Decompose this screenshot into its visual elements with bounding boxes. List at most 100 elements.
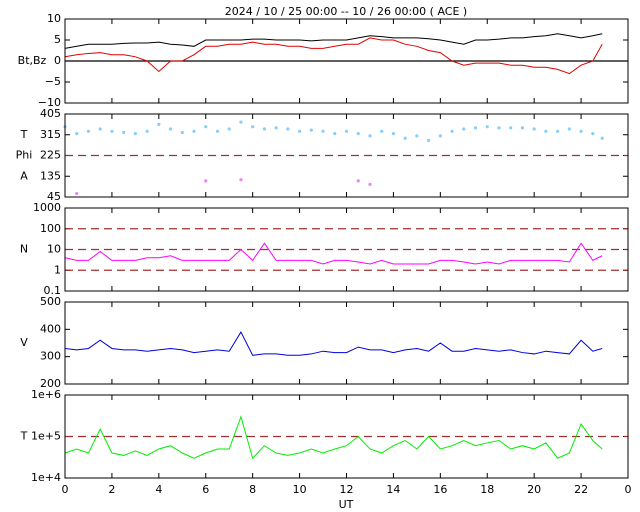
- data-point: [567, 127, 571, 131]
- x-tick-label: 16: [433, 483, 447, 496]
- data-point: [215, 129, 220, 133]
- y-tick-label: 400: [40, 322, 61, 335]
- data-point: [600, 136, 604, 140]
- data-point: [485, 125, 489, 129]
- data-point: [86, 129, 91, 133]
- data-point: [509, 126, 513, 130]
- data-point: [544, 129, 548, 133]
- data-point: [380, 129, 384, 133]
- y-tick-label: 500: [40, 295, 61, 308]
- y-axis-label: V: [20, 336, 28, 349]
- data-point: [403, 136, 407, 140]
- y-tick-label: −5: [45, 75, 61, 88]
- data-point: [180, 130, 184, 135]
- data-point: [309, 128, 313, 132]
- chart-title: 2024 / 10 / 25 00:00 -- 10 / 26 00:00 ( …: [225, 5, 467, 18]
- data-point: [110, 129, 114, 133]
- data-point: [133, 131, 137, 136]
- data-point: [157, 122, 161, 126]
- plot-frame: [64, 18, 629, 104]
- y-tick-label: 10: [47, 12, 61, 25]
- data-point: [297, 129, 302, 133]
- data-point: [520, 126, 525, 130]
- x-tick-label: 12: [340, 483, 354, 496]
- y-tick-label: 1: [54, 263, 61, 276]
- x-tick-label: 14: [386, 483, 400, 496]
- data-point: [75, 191, 79, 196]
- plot-frame: [64, 301, 629, 385]
- data-point: [262, 127, 266, 131]
- data-point: [438, 134, 442, 138]
- data-line: [64, 33, 603, 49]
- y-axis-label: A: [20, 169, 28, 182]
- y-axis-label: T: [20, 430, 28, 443]
- data-point: [344, 129, 349, 133]
- y-tick-label: 100: [40, 222, 61, 235]
- data-point: [532, 127, 536, 131]
- y-tick-label: 1e+5: [31, 430, 61, 443]
- x-tick-label: 4: [155, 483, 162, 496]
- y-tick-label: 1e+4: [31, 471, 61, 484]
- data-point: [251, 125, 255, 129]
- data-point: [415, 134, 419, 138]
- x-tick-label: 0: [625, 483, 632, 496]
- data-line: [64, 415, 603, 460]
- data-point: [473, 126, 478, 130]
- plot-frame: [64, 394, 629, 479]
- data-point: [368, 182, 372, 186]
- data-point: [145, 129, 149, 133]
- y-axis-label: Bt,Bz: [18, 54, 47, 67]
- data-point: [556, 129, 560, 133]
- plot-frame: [64, 207, 629, 292]
- y-axis-label: T: [20, 128, 28, 141]
- data-point: [356, 131, 360, 136]
- y-axis-label: Phi: [16, 149, 33, 162]
- data-point: [591, 131, 595, 136]
- data-point: [497, 126, 501, 130]
- x-tick-label: 18: [480, 483, 494, 496]
- y-tick-label: 200: [40, 377, 61, 390]
- data-point: [450, 129, 454, 133]
- x-tick-label: 22: [574, 483, 588, 496]
- y-tick-label: 225: [40, 149, 61, 162]
- data-point: [333, 131, 337, 136]
- data-point: [192, 129, 196, 133]
- data-point: [427, 138, 431, 143]
- data-point: [98, 127, 102, 131]
- y-tick-label: 300: [40, 350, 61, 363]
- y-tick-label: 1000: [33, 201, 61, 214]
- y-tick-label: 5: [54, 33, 61, 46]
- x-tick-label: 2: [108, 483, 115, 496]
- y-tick-label: 315: [40, 128, 61, 141]
- y-tick-label: 0: [54, 54, 61, 67]
- x-tick-label: 20: [527, 483, 541, 496]
- data-point: [227, 127, 231, 131]
- x-axis-label: UT: [339, 498, 354, 511]
- x-tick-label: 10: [293, 483, 307, 496]
- data-point: [122, 130, 126, 135]
- x-tick-label: 6: [202, 483, 209, 496]
- data-point: [462, 127, 466, 131]
- data-point: [286, 127, 290, 131]
- y-tick-label: 10: [47, 243, 61, 256]
- data-point: [168, 127, 173, 131]
- y-tick-label: 135: [40, 169, 61, 182]
- data-line: [64, 331, 603, 356]
- data-point: [579, 129, 583, 133]
- data-point: [204, 179, 208, 183]
- y-tick-label: 45: [47, 190, 61, 203]
- data-line: [64, 37, 603, 75]
- plot-frame: [64, 113, 629, 198]
- data-point: [274, 126, 278, 130]
- x-tick-label: 0: [62, 483, 69, 496]
- data-point: [75, 131, 79, 136]
- data-point: [368, 134, 372, 138]
- data-point: [239, 178, 243, 182]
- data-point: [356, 179, 360, 183]
- data-point: [391, 131, 396, 136]
- data-point: [321, 129, 325, 133]
- data-line: [64, 242, 603, 265]
- y-tick-label: −10: [38, 96, 61, 109]
- x-tick-label: 8: [249, 483, 256, 496]
